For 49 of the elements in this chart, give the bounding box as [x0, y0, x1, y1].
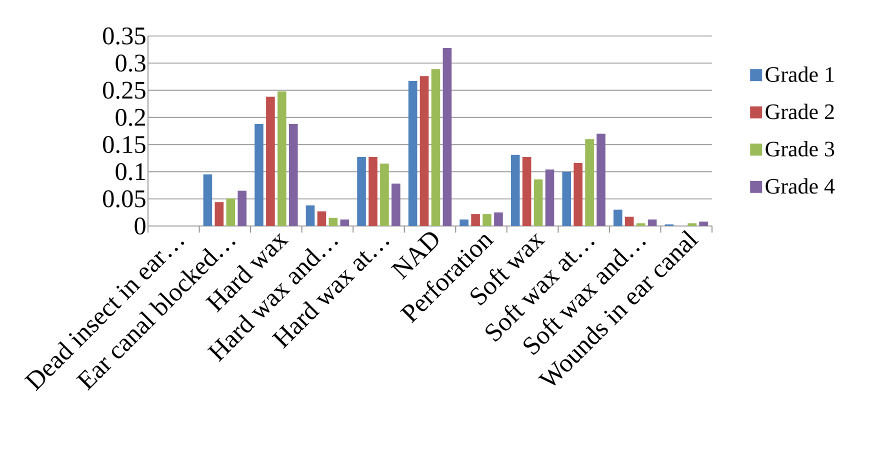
y-tick-label: 0.2 [116, 108, 146, 126]
legend-label: Grade 4 [766, 178, 835, 194]
bar [392, 184, 400, 226]
bar [408, 81, 418, 226]
bar [648, 219, 657, 226]
y-tick-label: 0.1 [116, 163, 145, 180]
bar [688, 223, 697, 226]
y-tick-label: 0.05 [103, 190, 146, 208]
bar [340, 219, 350, 226]
bar [203, 174, 212, 226]
bar [288, 124, 298, 226]
bar [482, 214, 492, 226]
bar [431, 69, 440, 226]
y-tick-label: 0.35 [103, 27, 146, 45]
bar [613, 210, 622, 226]
bar [357, 157, 366, 226]
legend-label: Grade 1 [766, 66, 834, 82]
bar [317, 211, 326, 226]
bar [266, 96, 275, 226]
y-tick-label: 0.3 [116, 54, 146, 72]
bar [596, 134, 606, 226]
bar [238, 190, 247, 226]
legend-label: Grade 3 [766, 141, 834, 156]
bar [460, 219, 468, 226]
bar [494, 212, 503, 226]
y-tick-label: 0.25 [103, 82, 146, 99]
bar [214, 202, 224, 226]
bar [278, 91, 286, 226]
bar [368, 157, 378, 226]
bar [254, 124, 264, 226]
bar [442, 48, 452, 226]
bar [534, 179, 543, 226]
bar [510, 154, 520, 226]
bar [574, 163, 582, 226]
bar [420, 76, 429, 226]
bar [545, 170, 554, 226]
bar [380, 164, 389, 226]
legend-label: Grade 2 [766, 104, 834, 120]
bar [471, 214, 480, 226]
bar [699, 222, 708, 226]
bar [226, 198, 236, 226]
bar [306, 205, 315, 226]
y-tick-label: 0 [134, 217, 146, 235]
bar [522, 157, 532, 226]
bar [328, 218, 338, 226]
y-tick-label: 0.15 [103, 136, 146, 154]
bar [562, 172, 572, 226]
bar [624, 216, 634, 226]
bar [585, 139, 594, 226]
